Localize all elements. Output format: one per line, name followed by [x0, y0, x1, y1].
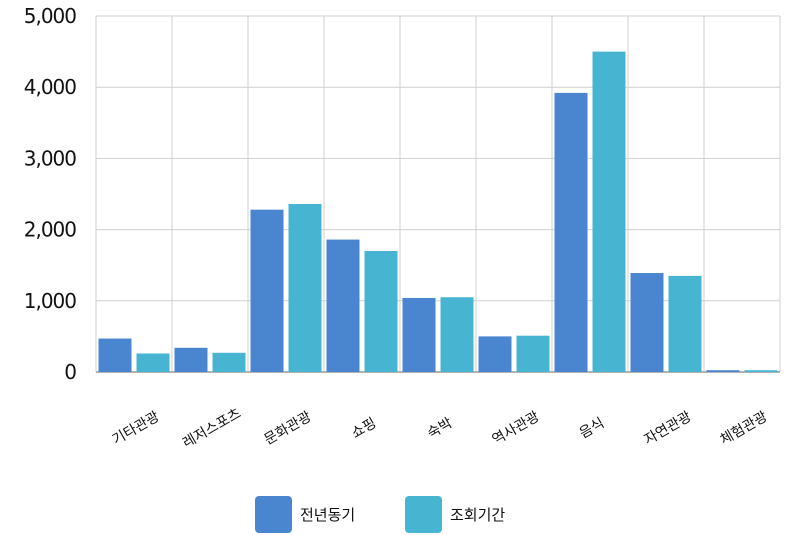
x-category-label: 역사관광 [490, 409, 543, 449]
y-tick-label: 0 [64, 360, 76, 384]
y-tick-label: 5,000 [24, 4, 77, 28]
legend-swatch [405, 496, 442, 533]
bar-query-period [516, 335, 550, 372]
legend-label: 전년동기 [300, 506, 355, 524]
bars [98, 51, 778, 373]
bar-previous-period [402, 297, 436, 372]
x-category-label: 숙박 [425, 415, 455, 442]
bar-query-period [440, 297, 474, 372]
bar-previous-period [706, 370, 740, 372]
y-tick-label: 2,000 [24, 218, 77, 242]
bar-query-period [592, 51, 626, 372]
grid-lines [95, 15, 781, 373]
bar-query-period [668, 275, 702, 372]
bar-query-period [744, 370, 778, 372]
x-axis-category-labels: 기타관광 레저스포츠 문화관광 쇼핑 숙박 역사관광 음식 자연관광 체험관광 [110, 405, 771, 451]
y-tick-label: 1,000 [24, 289, 77, 313]
bar-previous-period [478, 336, 512, 372]
bar-query-period [136, 353, 170, 372]
x-category-label: 레저스포츠 [180, 405, 244, 451]
bar-query-period [364, 250, 398, 372]
y-axis-tick-labels: 0 1,000 2,000 3,000 4,000 5,000 [24, 4, 78, 384]
x-category-label: 체험관광 [718, 409, 771, 449]
bar-query-period [288, 203, 322, 372]
bar-query-period [212, 352, 246, 372]
x-category-label: 음식 [577, 415, 607, 442]
bar-previous-period [630, 273, 664, 372]
legend: 전년동기 조회기간 [255, 496, 505, 533]
bar-previous-period [250, 209, 284, 372]
y-tick-label: 3,000 [24, 146, 77, 170]
legend-label: 조회기간 [450, 506, 505, 524]
bar-previous-period [174, 347, 208, 372]
x-category-label: 기타관광 [110, 409, 163, 449]
x-category-label: 자연관광 [642, 409, 695, 449]
bar-previous-period [98, 338, 132, 372]
y-tick-label: 4,000 [24, 75, 77, 99]
bar-previous-period [326, 239, 360, 372]
legend-swatch [255, 496, 292, 533]
bar-previous-period [554, 92, 588, 373]
x-category-label: 문화관광 [262, 409, 315, 449]
x-category-label: 쇼핑 [349, 415, 379, 442]
